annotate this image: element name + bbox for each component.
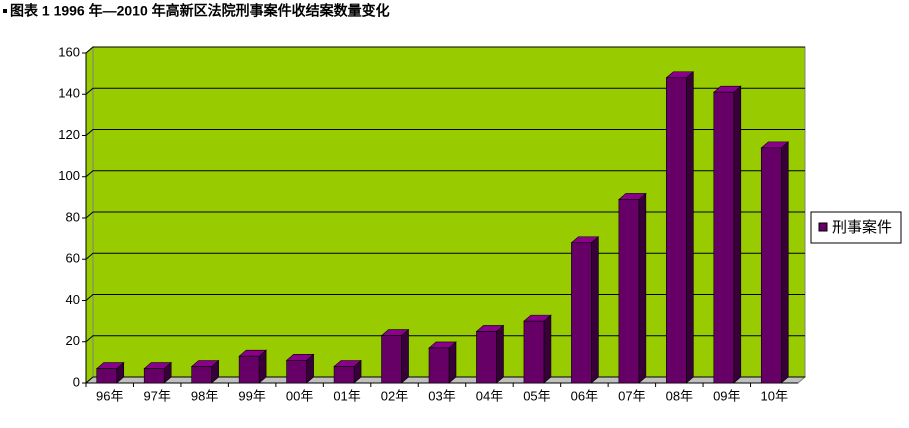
bar-front <box>428 347 450 384</box>
bar-side <box>401 328 409 384</box>
bar-front <box>618 199 640 384</box>
y-tick-label: 40 <box>66 292 80 307</box>
bar <box>190 359 220 384</box>
bar <box>238 349 267 384</box>
bar-front <box>713 91 735 384</box>
x-tick-label: 05年 <box>523 388 550 403</box>
y-tick-label: 100 <box>58 168 80 183</box>
bar <box>285 353 315 384</box>
x-tick-label: 96年 <box>96 388 123 403</box>
x-tick-label: 09年 <box>713 388 740 403</box>
bar <box>523 314 552 384</box>
y-tick-label: 60 <box>66 251 80 266</box>
y-tick-label: 0 <box>73 374 80 389</box>
bar-front <box>571 242 592 384</box>
x-tick-label: 04年 <box>476 388 503 403</box>
bullet <box>3 9 7 13</box>
y-tick-label: 80 <box>66 209 80 224</box>
bar-front <box>238 355 260 384</box>
bar-front <box>143 368 165 384</box>
bar <box>380 328 410 384</box>
bar <box>760 141 790 384</box>
grid-line <box>85 87 805 95</box>
bar-front <box>286 360 307 384</box>
bar-front <box>476 331 497 384</box>
legend-label: 刑事案件 <box>832 218 892 236</box>
y-tick-label: 160 <box>58 44 80 59</box>
bar-front <box>666 77 687 384</box>
bar <box>428 341 457 384</box>
bar-side <box>638 192 647 384</box>
x-tick-label: 07年 <box>618 388 645 403</box>
bar-side <box>733 85 742 384</box>
x-tick-label: 00年 <box>286 388 313 403</box>
grid-line <box>85 294 805 301</box>
bar-side <box>591 236 599 384</box>
x-tick-label: 10年 <box>761 388 788 403</box>
legend-swatch <box>818 222 828 232</box>
x-tick-label: 06年 <box>571 388 598 403</box>
x-tick-label: 99年 <box>238 388 265 403</box>
y-tick-label: 140 <box>58 86 80 101</box>
bar-side <box>686 71 694 384</box>
x-tick-label: 08年 <box>666 388 693 403</box>
bar-front <box>523 320 545 384</box>
grid-line <box>85 376 805 384</box>
bar <box>712 85 742 384</box>
grid-line <box>85 129 805 136</box>
bar-side <box>496 324 504 384</box>
x-tick-label: 01年 <box>333 388 360 403</box>
bar-side <box>448 341 457 384</box>
bar <box>618 192 647 384</box>
bar-front <box>191 366 212 384</box>
grid-line <box>85 252 805 260</box>
x-tick-label: 03年 <box>428 388 455 403</box>
grid-line <box>85 211 805 219</box>
bar <box>143 361 173 384</box>
bar <box>570 236 600 384</box>
bar <box>665 71 695 384</box>
y-tick-label: 20 <box>66 333 80 348</box>
bar-side <box>780 141 789 384</box>
bar-front <box>96 368 118 384</box>
bar-front <box>333 366 355 384</box>
grid-line <box>85 170 805 178</box>
bar <box>475 324 505 384</box>
grid-line <box>85 335 805 343</box>
bar-front <box>381 335 402 384</box>
bar-side <box>543 314 552 384</box>
bar-front <box>760 147 782 384</box>
grid-line <box>85 46 805 54</box>
bar <box>333 359 362 384</box>
x-tick-label: 97年 <box>143 388 170 403</box>
bar <box>95 361 125 384</box>
x-tick-label: 02年 <box>381 388 408 403</box>
y-tick-label: 120 <box>58 127 80 142</box>
chart-title: 图表 1 1996 年—2010 年高新区法院刑事案件收结案数量变化 <box>10 3 390 19</box>
x-tick-label: 98年 <box>191 388 218 403</box>
